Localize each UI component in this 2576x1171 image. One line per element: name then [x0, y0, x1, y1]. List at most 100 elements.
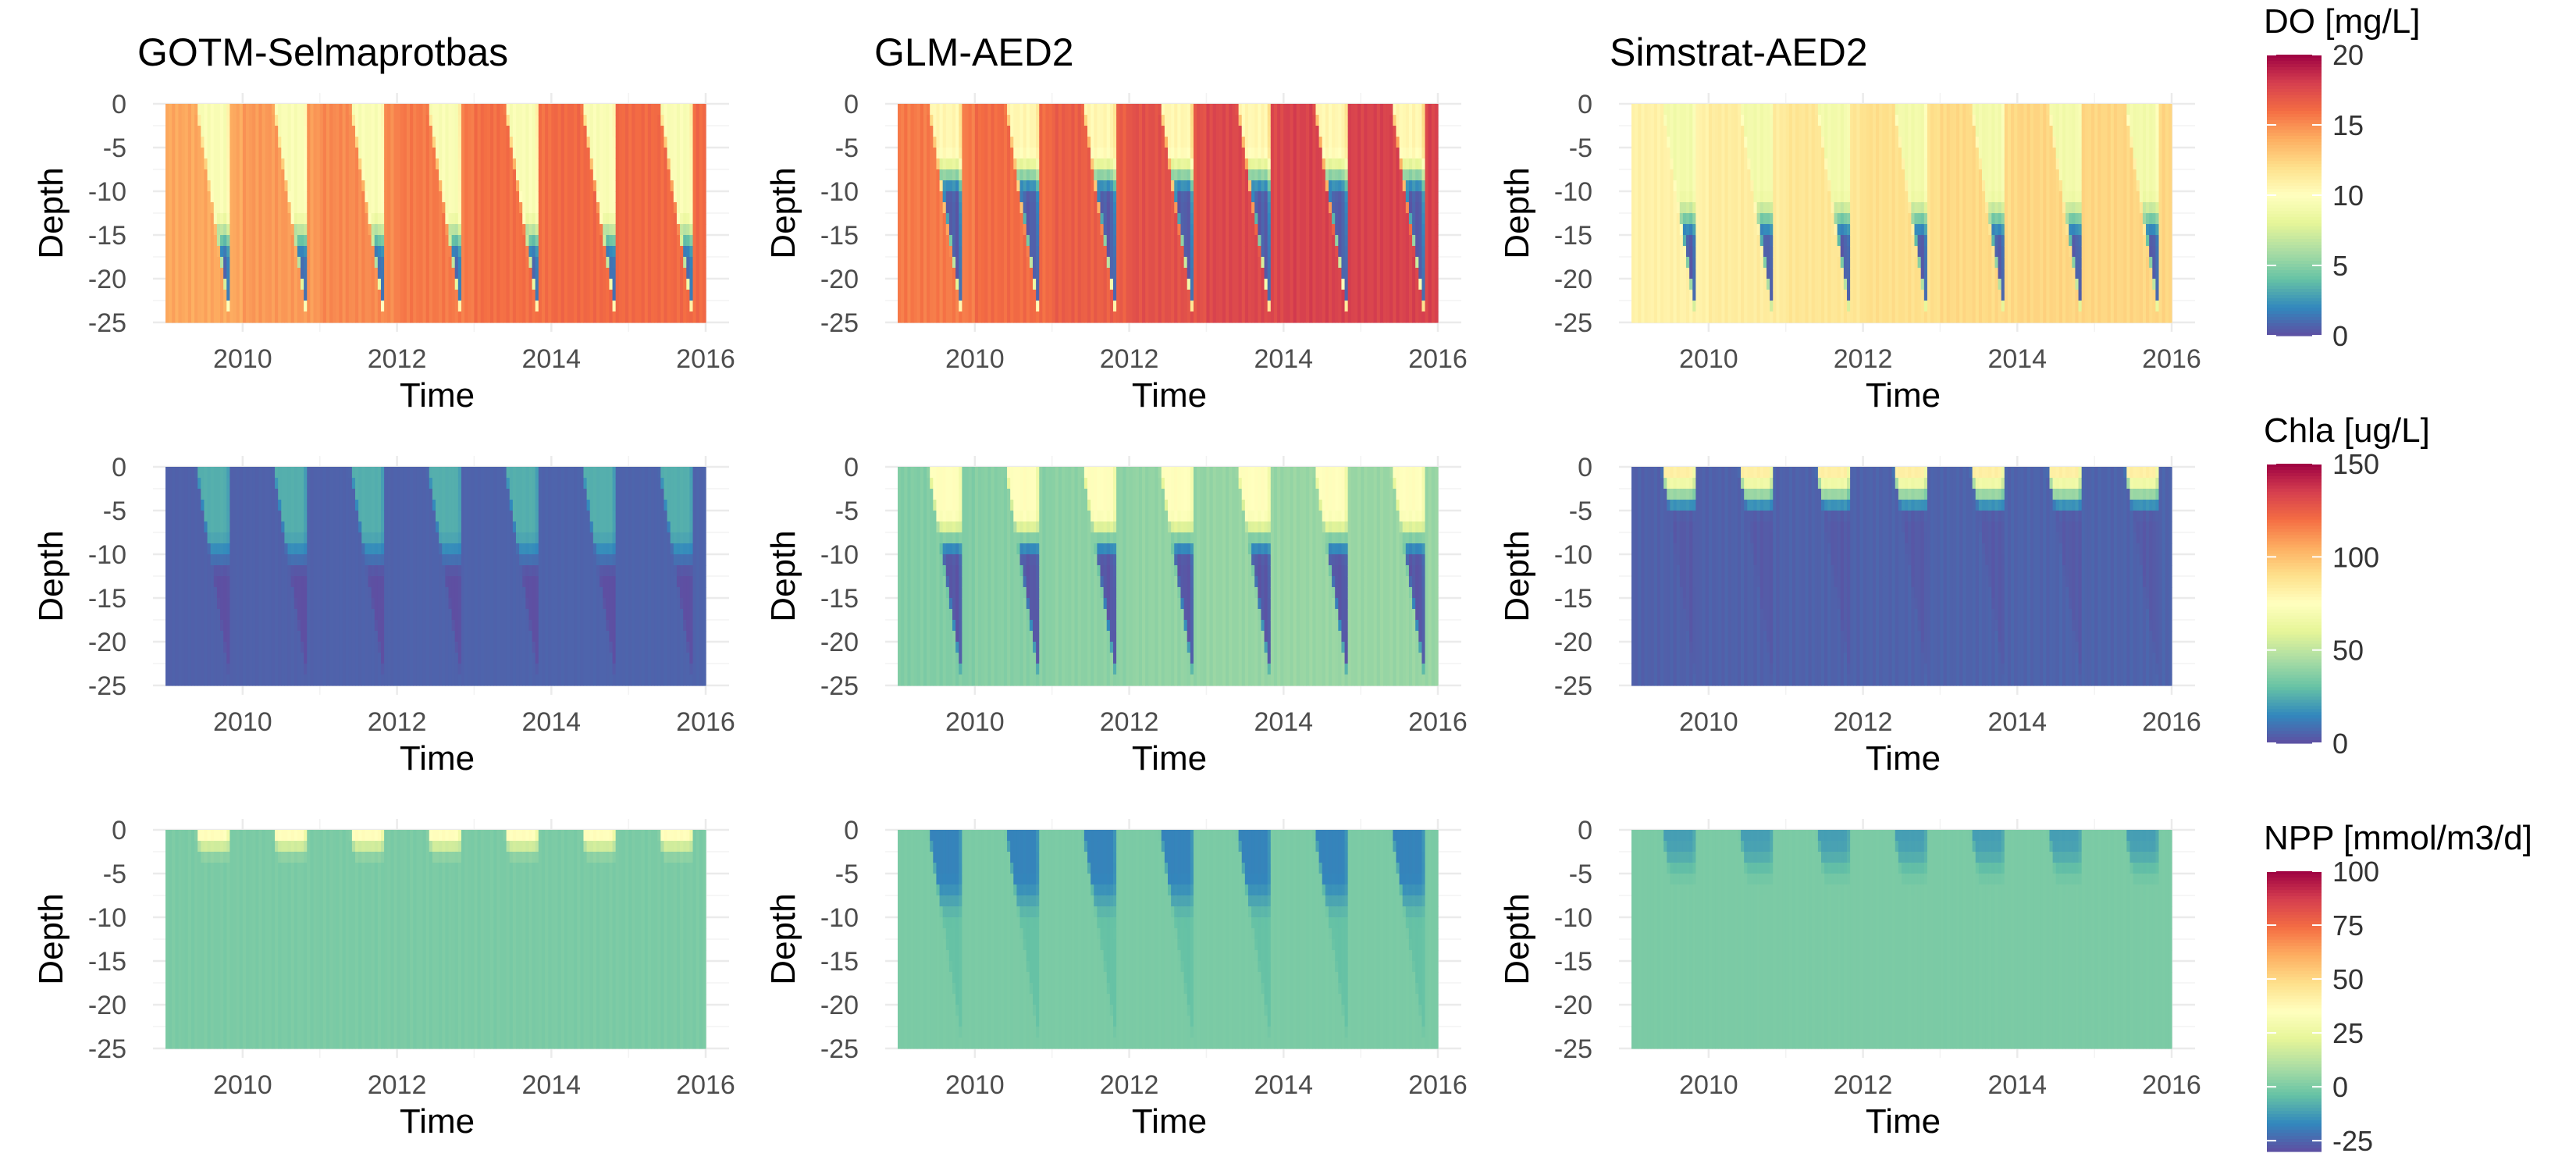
heatmap-cell	[1045, 148, 1050, 159]
heatmap-cell	[242, 235, 247, 247]
heatmap-cell	[1000, 104, 1005, 116]
heatmap-cell	[242, 213, 247, 225]
heatmap-cell	[664, 104, 668, 116]
heatmap-cell	[419, 213, 424, 225]
heatmap-cell	[699, 115, 703, 126]
heatmap-cell	[322, 115, 327, 126]
heatmap-cell	[1112, 311, 1117, 323]
heatmap-cell	[596, 235, 600, 247]
heatmap-cell	[641, 191, 646, 203]
heatmap-cell	[172, 290, 176, 301]
heatmap-cell	[1016, 224, 1021, 236]
heatmap-cell	[981, 279, 985, 290]
heatmap-cell	[336, 246, 340, 258]
heatmap-cell	[468, 257, 471, 269]
heatmap-cell	[178, 180, 183, 192]
heatmap-cell	[580, 137, 585, 148]
heatmap-cell	[181, 202, 186, 214]
heatmap-cell	[451, 213, 456, 225]
heatmap-cell	[567, 202, 571, 214]
heatmap-cell	[290, 158, 295, 170]
heatmap-cell	[1071, 104, 1076, 116]
heatmap-cell	[371, 158, 375, 170]
heatmap-cell	[923, 290, 927, 301]
heatmap-cell	[355, 126, 359, 137]
heatmap-cell	[1065, 224, 1069, 236]
y-tick-label: -10	[88, 177, 126, 207]
heatmap-cell	[606, 202, 610, 214]
heatmap-cell	[577, 224, 581, 236]
heatmap-cell	[336, 137, 340, 148]
heatmap-cell	[490, 169, 494, 181]
heatmap-cell	[1065, 126, 1069, 137]
heatmap-cell	[538, 257, 543, 269]
heatmap-cell	[1100, 104, 1105, 116]
heatmap-cell	[974, 191, 979, 203]
heatmap-cell	[974, 158, 979, 170]
heatmap-cell	[1148, 104, 1153, 116]
heatmap-cell	[236, 279, 240, 290]
heatmap-cell	[673, 137, 678, 148]
heatmap-cell	[1123, 180, 1127, 192]
heatmap-cell	[1145, 148, 1149, 159]
heatmap-cell	[512, 311, 517, 323]
heatmap-cell	[1016, 301, 1021, 312]
heatmap-cell	[696, 180, 700, 192]
heatmap-cell	[242, 224, 247, 236]
heatmap-cell	[284, 126, 289, 137]
heatmap-cell	[313, 213, 318, 225]
heatmap-cell	[959, 148, 962, 159]
heatmap-cell	[474, 126, 479, 137]
heatmap-cell	[1094, 290, 1098, 301]
heatmap-cell	[945, 224, 950, 236]
heatmap-cell	[955, 235, 959, 247]
heatmap-cell	[506, 268, 511, 279]
heatmap-cell	[207, 279, 212, 290]
heatmap-cell	[1112, 158, 1117, 170]
heatmap-cell	[216, 104, 221, 116]
heatmap-cell	[468, 148, 471, 159]
heatmap-cell	[968, 279, 973, 290]
heatmap-cell	[1074, 202, 1079, 214]
heatmap-cell	[522, 137, 526, 148]
heatmap-cell	[319, 246, 324, 258]
heatmap-cell	[948, 137, 953, 148]
heatmap-cell	[618, 126, 623, 137]
heatmap-cell	[1083, 180, 1088, 192]
heatmap-cell	[1094, 257, 1098, 269]
heatmap-cell	[255, 290, 260, 301]
heatmap-cell	[500, 158, 504, 170]
heatmap-cell	[1058, 191, 1062, 203]
heatmap-cell	[345, 290, 350, 301]
heatmap-cell	[644, 279, 649, 290]
heatmap-cell	[991, 126, 995, 137]
heatmap-cell	[301, 158, 304, 170]
heatmap-cell	[913, 257, 918, 269]
heatmap-cell	[393, 213, 398, 225]
heatmap-cell	[564, 213, 568, 225]
heatmap-cell	[284, 104, 289, 116]
heatmap-cell	[621, 202, 626, 214]
heatmap-cell	[586, 224, 591, 236]
heatmap-cell	[519, 169, 523, 181]
heatmap-tiles	[898, 104, 1439, 323]
heatmap-cell	[577, 202, 581, 214]
heatmap-cell	[442, 246, 446, 258]
heatmap-cell	[307, 268, 311, 279]
heatmap-cell	[1051, 158, 1056, 170]
heatmap-cell	[503, 290, 507, 301]
heatmap-cell	[933, 137, 938, 148]
heatmap-cell	[310, 224, 315, 236]
heatmap-cell	[413, 148, 417, 159]
heatmap-cell	[577, 104, 581, 116]
heatmap-cell	[239, 213, 244, 225]
heatmap-cell	[1039, 180, 1043, 192]
heatmap-cell	[1048, 115, 1053, 126]
heatmap-cell	[483, 115, 488, 126]
heatmap-cell	[342, 268, 347, 279]
heatmap-cell	[1087, 213, 1091, 225]
heatmap-cell	[281, 158, 286, 170]
heatmap-cell	[628, 246, 632, 258]
heatmap-cell	[916, 126, 921, 137]
heatmap-cell	[233, 158, 237, 170]
